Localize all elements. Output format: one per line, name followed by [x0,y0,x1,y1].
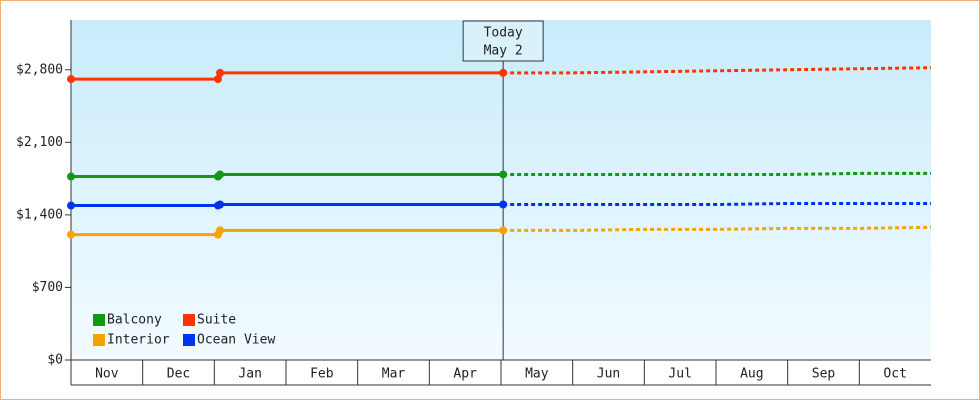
y-tick-label: $2,800 [16,62,63,77]
legend-label: Ocean View [197,333,275,348]
point [67,230,75,239]
point [499,170,508,179]
today-label: May 2 [484,44,523,59]
series-forecast [503,201,931,207]
x-tick-label: Dec [167,367,190,382]
x-tick-label: Jun [597,367,620,382]
x-tick-label: Jul [668,367,691,382]
point [499,200,508,209]
y-tick-label: $1,400 [16,207,63,222]
x-tick-label: May [525,367,549,382]
x-tick-label: Mar [382,367,406,382]
x-tick-label: Oct [883,367,906,382]
point [67,172,75,181]
series-forecast [503,171,931,176]
x-tick-label: Jan [238,367,261,382]
legend-swatch [183,314,195,326]
point [499,68,508,77]
legend-swatch [93,314,105,326]
y-tick-label: $700 [32,280,63,295]
point [67,201,75,210]
legend-swatch [93,334,105,346]
y-tick-label: $0 [47,353,63,368]
legend-label: Balcony [107,313,162,328]
y-tick-label: $2,100 [16,135,63,150]
point [216,170,225,179]
point [67,75,75,84]
point [499,226,508,235]
point [213,75,222,84]
point [216,200,225,209]
series-forecast [503,66,932,75]
today-label: Today [484,26,523,41]
series-forecast [503,225,932,232]
legend-label: Suite [197,313,236,328]
legend-swatch [183,334,195,346]
point [216,68,225,77]
x-tick-label: Sep [812,367,836,382]
series-line [71,203,504,208]
point [216,226,225,235]
x-tick-label: Aug [740,367,763,382]
x-tick-label: Nov [95,367,119,382]
today-box [462,20,544,62]
legend-label: Interior [107,333,170,348]
x-tick-label: Apr [453,367,477,382]
x-tick-label: Feb [310,367,334,382]
plot-area [71,20,931,360]
